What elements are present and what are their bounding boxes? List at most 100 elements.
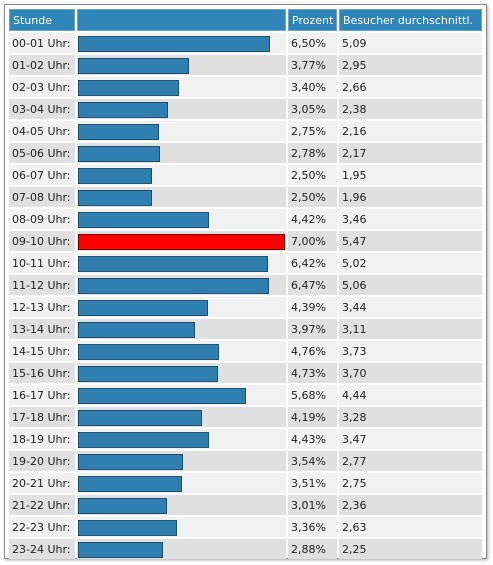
average-visitors-label: 2,63: [339, 517, 482, 537]
bar-cell: [77, 473, 286, 493]
bar-cell: [77, 55, 286, 75]
hour-label: 08-09 Uhr:: [9, 209, 75, 229]
average-visitors-label: 3,47: [339, 429, 482, 449]
bar-cell: [77, 407, 286, 427]
average-visitors-label: 5,47: [339, 231, 482, 251]
table-row: 02-03 Uhr: 3,40% 2,66: [9, 77, 482, 97]
bar: [78, 365, 218, 382]
average-visitors-label: 3,73: [339, 341, 482, 361]
percent-label: 3,01%: [288, 495, 337, 515]
hour-label: 01-02 Uhr:: [9, 55, 75, 75]
header-average-visitors: Besucher durchschnittl.: [339, 9, 482, 31]
bar-cell: [77, 33, 286, 53]
hour-label: 04-05 Uhr:: [9, 121, 75, 141]
bar-cell: [77, 517, 286, 537]
hour-label: 06-07 Uhr:: [9, 165, 75, 185]
hour-label: 21-22 Uhr:: [9, 495, 75, 515]
bar-cell: [77, 451, 286, 471]
average-visitors-label: 1,96: [339, 187, 482, 207]
bar-cell: [77, 539, 286, 559]
bar-cell: [77, 165, 286, 185]
bar-cell: [77, 297, 286, 317]
bar-cell: [77, 99, 286, 119]
bar: [78, 409, 202, 426]
average-visitors-label: 5,02: [339, 253, 482, 273]
bar: [78, 211, 209, 228]
bar-cell: [77, 495, 286, 515]
table-row: 20-21 Uhr: 3,51% 2,75: [9, 473, 482, 493]
bar: [78, 57, 189, 74]
bar-cell: [77, 143, 286, 163]
bar: [78, 123, 159, 140]
bar: [78, 277, 269, 294]
percent-label: 4,39%: [288, 297, 337, 317]
percent-label: 2,78%: [288, 143, 337, 163]
table-row: 19-20 Uhr: 3,54% 2,77: [9, 451, 482, 471]
table-row: 15-16 Uhr: 4,73% 3,70: [9, 363, 482, 383]
hour-label: 12-13 Uhr:: [9, 297, 75, 317]
bar: [78, 541, 163, 558]
table-row: 10-11 Uhr: 6,42% 5,02: [9, 253, 482, 273]
hour-label: 02-03 Uhr:: [9, 77, 75, 97]
bar-cell: [77, 121, 286, 141]
percent-label: 3,54%: [288, 451, 337, 471]
stats-panel: Stunde Prozent Besucher durchschnittl. 0…: [4, 4, 487, 559]
bar-cell: [77, 231, 286, 251]
table-row: 12-13 Uhr: 4,39% 3,44: [9, 297, 482, 317]
percent-label: 4,42%: [288, 209, 337, 229]
bar: [78, 299, 208, 316]
bar-cell: [77, 319, 286, 339]
table-row: 04-05 Uhr: 2,75% 2,16: [9, 121, 482, 141]
percent-label: 3,05%: [288, 99, 337, 119]
average-visitors-label: 5,09: [339, 33, 482, 53]
hour-label: 07-08 Uhr:: [9, 187, 75, 207]
table-row: 18-19 Uhr: 4,43% 3,47: [9, 429, 482, 449]
percent-label: 2,88%: [288, 539, 337, 559]
hour-label: 13-14 Uhr:: [9, 319, 75, 339]
average-visitors-label: 2,36: [339, 495, 482, 515]
table-row: 22-23 Uhr: 3,36% 2,63: [9, 517, 482, 537]
table-row: 09-10 Uhr: 7,00% 5,47: [9, 231, 482, 251]
percent-label: 4,43%: [288, 429, 337, 449]
bar: [78, 519, 177, 536]
bar: [78, 497, 167, 514]
table-row: 21-22 Uhr: 3,01% 2,36: [9, 495, 482, 515]
bar-cell: [77, 187, 286, 207]
hour-label: 20-21 Uhr:: [9, 473, 75, 493]
bar: [78, 167, 152, 184]
header-bar: [77, 9, 286, 31]
bar-cell: [77, 385, 286, 405]
table-row: 11-12 Uhr: 6,47% 5,06: [9, 275, 482, 295]
average-visitors-label: 2,75: [339, 473, 482, 493]
percent-label: 2,50%: [288, 165, 337, 185]
table-row: 08-09 Uhr: 4,42% 3,46: [9, 209, 482, 229]
table-row: 00-01 Uhr: 6,50% 5,09: [9, 33, 482, 53]
percent-label: 5,68%: [288, 385, 337, 405]
table-row: 01-02 Uhr: 3,77% 2,95: [9, 55, 482, 75]
average-visitors-label: 2,95: [339, 55, 482, 75]
hour-label: 00-01 Uhr:: [9, 33, 75, 53]
percent-label: 4,76%: [288, 341, 337, 361]
hourly-visits-table: Stunde Prozent Besucher durchschnittl. 0…: [7, 7, 484, 561]
bar-cell: [77, 275, 286, 295]
bar: [78, 189, 152, 206]
average-visitors-label: 2,17: [339, 143, 482, 163]
table-row: 05-06 Uhr: 2,78% 2,17: [9, 143, 482, 163]
bar: [78, 453, 183, 470]
average-visitors-label: 3,44: [339, 297, 482, 317]
bar: [78, 475, 182, 492]
hour-label: 11-12 Uhr:: [9, 275, 75, 295]
hour-label: 10-11 Uhr:: [9, 253, 75, 273]
percent-label: 3,40%: [288, 77, 337, 97]
bar: [78, 145, 160, 162]
bar: [78, 431, 209, 448]
percent-label: 3,97%: [288, 319, 337, 339]
header-percent: Prozent: [288, 9, 337, 31]
header-hour: Stunde: [9, 9, 75, 31]
table-row: 03-04 Uhr: 3,05% 2,38: [9, 99, 482, 119]
table-body: 00-01 Uhr: 6,50% 5,09 01-02 Uhr: 3,77% 2,95 02…: [9, 33, 482, 559]
percent-label: 4,19%: [288, 407, 337, 427]
hour-label: 18-19 Uhr:: [9, 429, 75, 449]
percent-label: 3,77%: [288, 55, 337, 75]
bar: [78, 255, 268, 272]
